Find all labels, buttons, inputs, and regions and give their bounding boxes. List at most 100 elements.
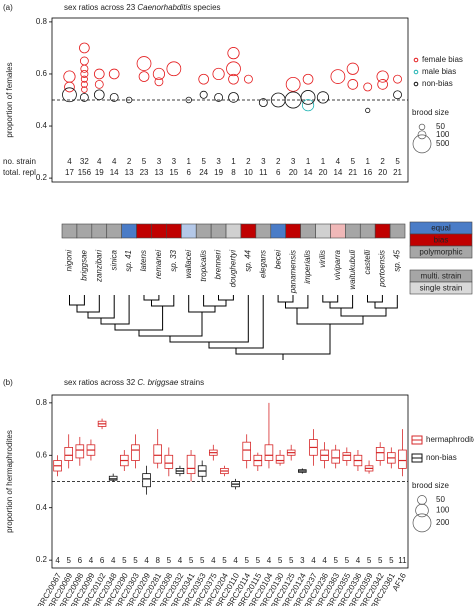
data-point (80, 64, 89, 73)
y-tick-label: 0.4 (36, 503, 48, 512)
data-point (138, 71, 150, 82)
count-value: 13 (154, 168, 163, 177)
y-tick-label: 0.8 (36, 17, 48, 26)
count-value: 6 (187, 168, 192, 177)
data-point (108, 68, 120, 80)
status-box (270, 223, 286, 239)
y-tick-label: 0.8 (36, 398, 48, 407)
legend-marker (413, 81, 419, 87)
data-point (185, 96, 193, 104)
legend-marker (413, 57, 419, 63)
panel-label: (b) (3, 378, 13, 387)
data-point (363, 82, 373, 92)
count-value: 4 (67, 157, 72, 166)
count-value: 8 (155, 556, 160, 565)
data-point (81, 86, 88, 93)
box (108, 475, 118, 481)
data-point (62, 87, 77, 103)
count-value: 5 (66, 556, 71, 565)
y-tick-label: 0.2 (36, 555, 48, 564)
chart-title: sex ratios across 23 Caenorhabditis spec… (64, 3, 221, 12)
data-point (226, 61, 241, 77)
status-box (225, 223, 242, 239)
status-box (61, 223, 78, 239)
legend-label: non-bias (422, 79, 453, 88)
legend-marker (413, 69, 419, 75)
count-value: 1 (231, 157, 236, 166)
data-point (376, 70, 389, 83)
count-value: 20 (378, 168, 387, 177)
data-point (199, 90, 208, 99)
status-box (255, 223, 272, 239)
count-value: 4 (89, 556, 94, 565)
data-point (228, 92, 239, 103)
box (275, 454, 285, 464)
status-box (374, 223, 391, 239)
species-label: remanei (154, 250, 163, 279)
count-value: 4 (322, 556, 327, 565)
data-point (64, 81, 75, 93)
data-point (214, 92, 224, 102)
count-value: 1 (306, 157, 311, 166)
count-value: 3 (291, 157, 296, 166)
panel-label: (a) (3, 3, 13, 12)
species-label: portoensis (378, 250, 387, 288)
count-value: 4 (267, 556, 272, 565)
species-label: brenneri (214, 250, 223, 280)
status-legend-label: single strain (420, 284, 463, 293)
size-legend-circle (412, 134, 432, 154)
count-value: 4 (111, 556, 116, 565)
species-label: castelli (363, 250, 372, 275)
status-box (76, 223, 93, 239)
count-value: 3 (172, 157, 177, 166)
count-value: 6 (78, 556, 83, 565)
species-label: virilis (318, 250, 327, 268)
count-value: 5 (333, 556, 338, 565)
count-value: 3 (216, 157, 221, 166)
data-point (80, 75, 88, 83)
status-box (151, 223, 167, 239)
data-point (330, 69, 346, 84)
data-point (79, 92, 89, 102)
count-value: 3 (157, 157, 162, 166)
count-value: 21 (393, 168, 402, 177)
box (398, 449, 407, 469)
species-label: tropicalis (199, 250, 208, 282)
count-value: 23 (140, 168, 149, 177)
species-label: becei (273, 250, 282, 269)
title-part: Caenorhabditis (137, 3, 191, 12)
count-value: 3 (261, 157, 266, 166)
data-point (393, 90, 402, 100)
count-value: 5 (189, 556, 194, 565)
count-value: 2 (127, 157, 132, 166)
status-box (181, 223, 197, 239)
data-point (80, 69, 89, 78)
count-value: 10 (244, 168, 253, 177)
count-value: 5 (133, 556, 138, 565)
box (331, 449, 340, 464)
size-legend-circle (417, 130, 427, 140)
data-point (212, 67, 225, 81)
count-value: 4 (55, 556, 60, 565)
data-point (94, 79, 104, 89)
box (142, 473, 151, 488)
count-value: 2 (246, 157, 251, 166)
count-value: 5 (201, 157, 206, 166)
box (264, 444, 274, 461)
status-box (136, 223, 152, 239)
status-box (106, 223, 122, 239)
data-point (346, 62, 359, 75)
legend-label: hermaphrodite bias (426, 435, 474, 444)
count-value: 5 (244, 556, 249, 565)
count-value: 4 (336, 157, 341, 166)
count-value: 5 (389, 556, 394, 565)
size-legend-title: brood size (412, 481, 449, 490)
species-label: sp. 44 (244, 249, 253, 271)
count-value: 1 (365, 157, 370, 166)
count-value: 5 (367, 556, 372, 565)
size-legend-circle (417, 495, 427, 505)
size-legend-label: 50 (436, 122, 445, 131)
data-point (393, 74, 402, 84)
status-box (210, 223, 227, 239)
